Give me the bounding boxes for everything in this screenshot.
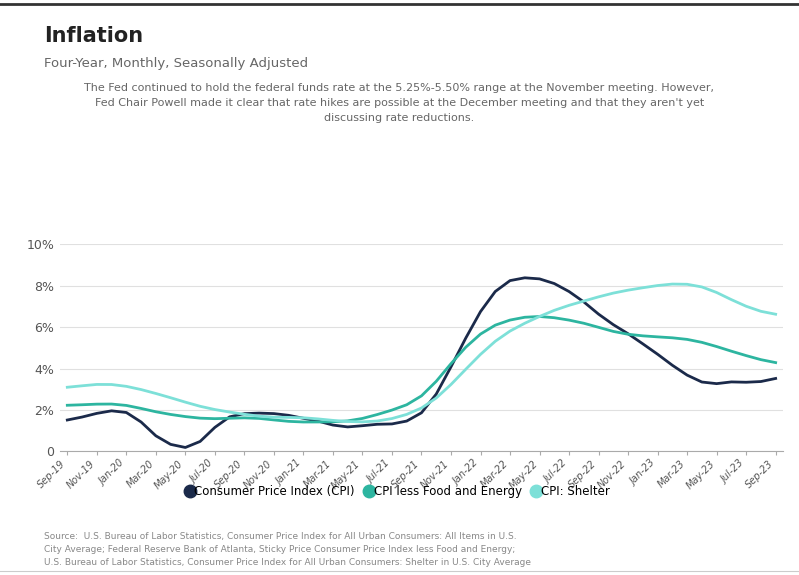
Text: Four-Year, Monthly, Seasonally Adjusted: Four-Year, Monthly, Seasonally Adjusted <box>44 58 308 71</box>
Text: Inflation: Inflation <box>44 26 143 46</box>
Text: The Fed continued to hold the federal funds rate at the 5.25%-5.50% range at the: The Fed continued to hold the federal fu… <box>85 83 714 123</box>
Legend: Consumer Price Index (CPI), CPI less Food and Energy, CPI: Shelter: Consumer Price Index (CPI), CPI less Foo… <box>185 481 614 503</box>
Text: Source:  U.S. Bureau of Labor Statistics, Consumer Price Index for All Urban Con: Source: U.S. Bureau of Labor Statistics,… <box>44 532 531 568</box>
